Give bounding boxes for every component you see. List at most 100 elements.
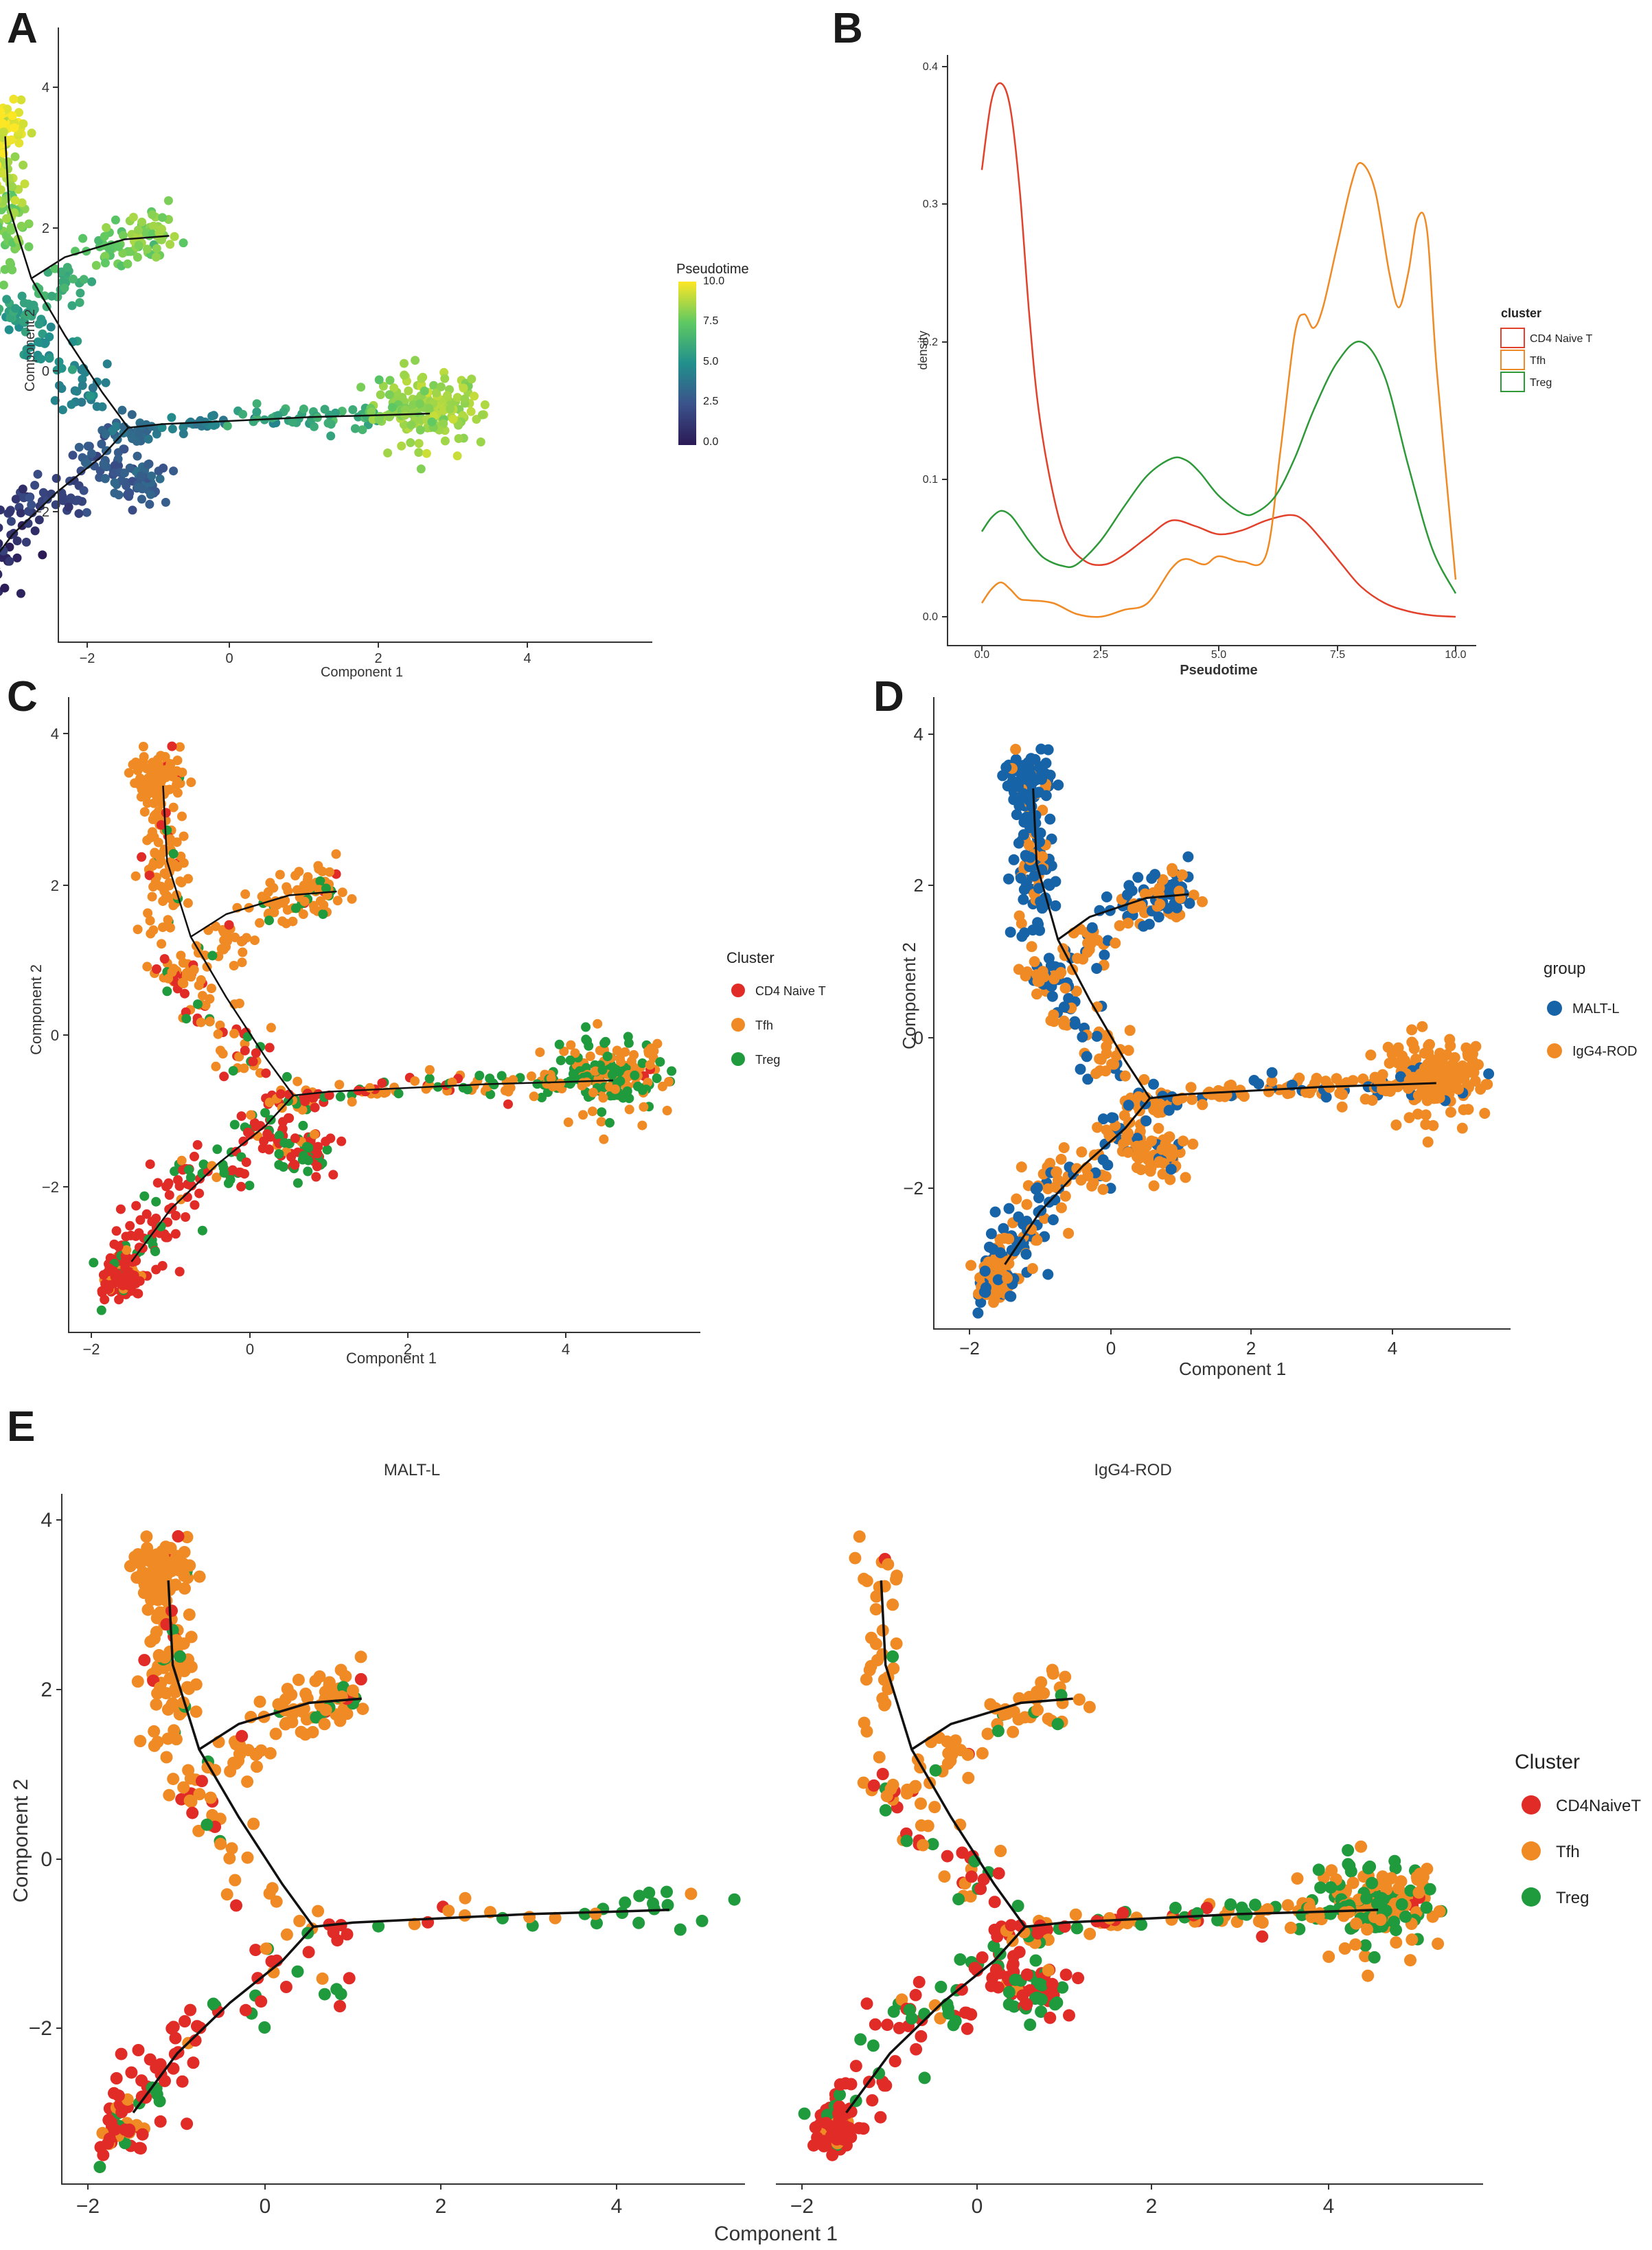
panel-e-malt-cell-point: [161, 1732, 174, 1745]
panel-d-cell-point: [1101, 891, 1112, 902]
panel-a-cell-point: [400, 411, 410, 420]
panel-a-cell-point: [67, 301, 77, 310]
panel-c-cell-point: [250, 935, 260, 946]
panel-a-xtick-label: 0: [225, 651, 233, 666]
panel-e-igg4-cell-point: [1033, 1977, 1046, 1990]
panel-c-cell-point: [244, 1181, 255, 1191]
panel-c-cell-point: [590, 1066, 601, 1076]
panel-c-cell-point: [142, 962, 152, 972]
panel-c-cell-point: [325, 867, 334, 877]
panel-c-cell-point: [535, 1047, 545, 1058]
panel-e-malt-cell-point: [150, 1698, 163, 1711]
panel-d-cell-point: [1055, 1202, 1067, 1214]
panel-a-cell-point: [72, 387, 82, 396]
panel-e-malt-cell-point: [134, 1735, 147, 1747]
panel-a-cell-point: [163, 196, 173, 205]
panel-c-cell-point: [176, 851, 186, 861]
panel-d-cell-point: [1143, 918, 1155, 930]
panel-a-cell-point: [33, 470, 43, 479]
panel-c-cell-point: [637, 1120, 647, 1130]
panel-e-igg4-cell-point: [869, 1603, 882, 1616]
panel-c-cell-point: [152, 964, 161, 974]
panel-b-density-line-cd4-naive-t: [980, 82, 1456, 618]
panel-d-group-trajectory: −2 0 2 4 −2 0 2 4 Component 1 Component …: [899, 697, 1637, 1379]
panel-e-xtick-label: 4: [611, 2195, 623, 2218]
panel-d-cell-point: [1123, 918, 1134, 929]
panel-c-cell-point: [620, 1047, 630, 1057]
panel-a-cell-point: [128, 212, 138, 222]
panel-e-malt-cell-point: [279, 1981, 292, 1993]
panel-a-cell-point: [0, 185, 5, 194]
panel-c-cell-point: [193, 999, 203, 1010]
panel-d-cell-point: [1086, 922, 1098, 933]
panel-c-cell-point: [89, 1258, 99, 1268]
panel-a-cell-point: [16, 95, 26, 104]
panel-b-xtick-label: 7.5: [1330, 649, 1345, 661]
panel-c-cell-point: [421, 1084, 431, 1094]
panel-a-cell-point: [439, 419, 448, 429]
panel-c-cell-point: [118, 1280, 128, 1291]
panel-a-cell-point: [21, 327, 30, 337]
panel-e-igg4-cell-point: [886, 1650, 899, 1663]
panel-e-igg4-cell-point: [1046, 1667, 1059, 1680]
panel-d-cell-point: [1263, 1086, 1274, 1098]
panel-e-malt-cell-point: [459, 1909, 471, 1922]
panel-d-legend: group MALT-L IgG4-ROD: [1544, 959, 1637, 1059]
panel-c-cell-point: [410, 1076, 420, 1087]
panel-a-cell-point: [74, 442, 84, 452]
panel-e-xtick-label: 2: [1146, 2195, 1158, 2218]
panel-e-igg4-cell-point: [1349, 1938, 1362, 1951]
panel-a-cell-point: [0, 120, 7, 129]
panel-e-malt-cell-point: [181, 2117, 194, 2130]
panel-e-igg4-cell-point: [1291, 1872, 1304, 1885]
panel-a-cell-point: [145, 499, 154, 509]
panel-d-cell-point: [1102, 1159, 1114, 1171]
panel-c-cell-point: [308, 900, 319, 911]
panel-d-cell-point: [1044, 813, 1056, 825]
panel-d-cell-point: [965, 1260, 977, 1271]
panel-e-igg4-cell-point: [1007, 1725, 1020, 1738]
panel-e-igg4-cell-point: [826, 2148, 839, 2161]
panel-a-cell-point: [446, 404, 455, 413]
panel-b-axes: [947, 55, 1476, 646]
panel-a-cell-point: [10, 304, 20, 313]
panel-d-cell-point: [1462, 1050, 1474, 1062]
panel-d-cell-point: [1186, 1093, 1198, 1105]
panel-a-cell-point: [151, 252, 161, 262]
panel-e-malt-cell-point: [181, 1681, 194, 1694]
panel-a-cell-point: [2, 295, 12, 304]
panel-c-cell-point: [181, 971, 192, 981]
panel-c-legend-title: Cluster: [726, 949, 775, 966]
panel-a-cell-point: [111, 215, 120, 225]
panel-a-cell-point: [134, 240, 144, 250]
panel-c-cell-point: [100, 1295, 110, 1305]
panel-a-cell-point: [137, 217, 147, 227]
panel-d-cell-point: [1483, 1068, 1495, 1080]
panel-e-igg4-cell-point: [1368, 1951, 1381, 1964]
panel-a-cell-point: [397, 441, 406, 451]
panel-e-faceted-trajectory: MALT-L IgG4-ROD −2 0 2 4 −2 0 2 4: [10, 1461, 1641, 2245]
panel-a-cell-point: [30, 305, 39, 314]
panel-d-cell-point: [1048, 973, 1060, 985]
panel-c-ytick-label: 2: [51, 877, 59, 894]
panel-e-igg4-cell-point: [984, 1698, 997, 1711]
panel-e-igg4-cell-point: [1031, 1703, 1044, 1716]
panel-d-cell-point: [1000, 762, 1012, 773]
panel-d-cell-point: [1266, 1067, 1278, 1078]
panel-c-cell-point: [266, 1023, 276, 1033]
panel-e-igg4-cell-point: [869, 2018, 882, 2031]
panel-c-cell-point: [177, 811, 187, 821]
panel-c-cell-point: [319, 900, 329, 910]
panel-d-legend-key-igg4: [1547, 1043, 1562, 1058]
panel-b-xtick-label: 2.5: [1093, 649, 1108, 661]
panel-e-igg4-cell-point: [938, 1870, 951, 1883]
panel-c-cell-point: [249, 1118, 260, 1128]
panel-a-cell-point: [354, 412, 363, 422]
panel-d-cell-point: [1182, 851, 1194, 863]
panel-c-cell-point: [174, 1266, 185, 1277]
panel-e-malt-cell-point: [302, 1946, 315, 1959]
panel-e-igg4-cell-point: [869, 1637, 882, 1650]
panel-d-cell-point: [988, 1297, 999, 1308]
panel-e-malt-cell-point: [334, 2000, 346, 2012]
panel-d-cell-point: [1123, 880, 1135, 891]
